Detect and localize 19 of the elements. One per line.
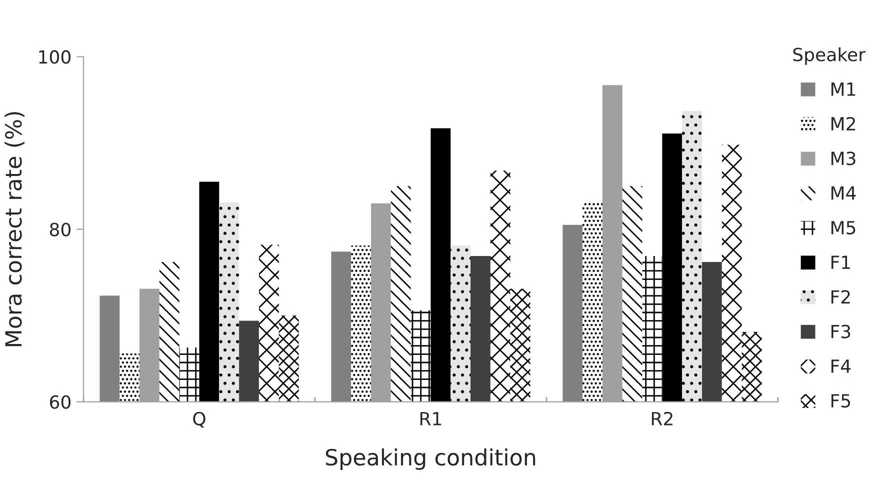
y-tick-label: 80 — [50, 222, 70, 236]
legend-label: F2 — [831, 290, 850, 304]
legend-label: F5 — [831, 394, 850, 408]
legend-title: Speaker — [793, 47, 866, 65]
x-tick-label: R2 — [652, 412, 672, 426]
y-axis-title: Mora correct rate (%) — [4, 112, 24, 346]
y-tick-label: 100 — [39, 50, 70, 64]
legend-label: M2 — [831, 116, 855, 130]
y-tick-label: 60 — [50, 395, 70, 409]
x-tick-label: R1 — [420, 412, 442, 426]
legend-label: M3 — [831, 152, 856, 166]
x-tick-label: Q — [193, 412, 206, 428]
legend-label: F1 — [831, 256, 850, 269]
legend-label: F4 — [831, 360, 851, 373]
legend-label: M4 — [831, 186, 856, 200]
legend-label: F3 — [831, 324, 850, 338]
legend-label: M5 — [831, 221, 856, 234]
x-axis-title: Speaking condition — [326, 448, 536, 470]
legend-label: M1 — [831, 82, 856, 96]
